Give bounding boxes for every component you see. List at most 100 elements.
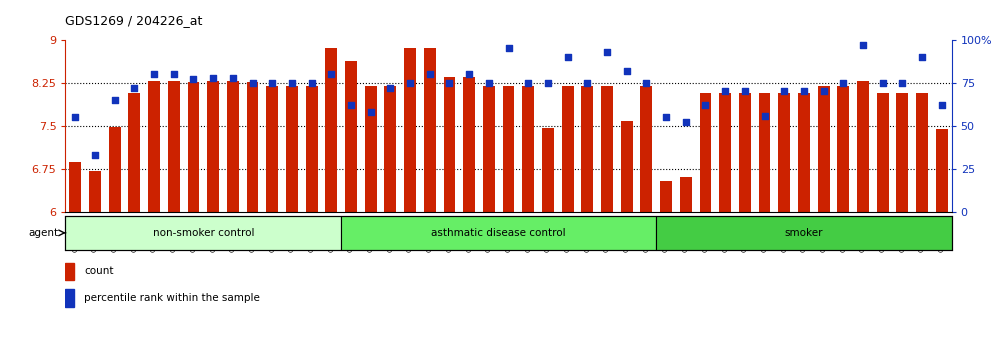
Bar [523, 86, 534, 212]
Point [796, 89, 812, 94]
Bar [404, 48, 416, 212]
Point [402, 80, 418, 86]
Point [618, 68, 634, 73]
Bar [65, 289, 75, 307]
Bar [657, 216, 952, 250]
Point [756, 113, 772, 118]
Bar [719, 93, 731, 212]
Bar [341, 216, 657, 250]
Point [107, 97, 123, 103]
Point [914, 54, 930, 60]
Point [303, 80, 319, 86]
Bar [661, 180, 672, 212]
Point [87, 152, 103, 158]
Point [835, 80, 851, 86]
Point [225, 75, 241, 80]
Text: asthmatic disease control: asthmatic disease control [431, 228, 566, 238]
Point [894, 80, 910, 86]
Text: non-smoker control: non-smoker control [152, 228, 254, 238]
Bar [168, 81, 179, 212]
Bar [739, 93, 751, 212]
Point [678, 120, 694, 125]
Point [521, 80, 537, 86]
Bar [838, 86, 849, 212]
Point [855, 42, 871, 48]
Bar [325, 48, 337, 212]
Point [461, 71, 477, 77]
Bar [562, 86, 574, 212]
Bar [818, 86, 830, 212]
Point [776, 89, 793, 94]
Bar [443, 77, 455, 212]
Point [146, 71, 162, 77]
Point [599, 49, 615, 55]
Point [166, 71, 182, 77]
Bar [306, 86, 317, 212]
Text: count: count [85, 266, 114, 276]
Point [579, 80, 595, 86]
Bar [640, 86, 653, 212]
Point [284, 80, 300, 86]
Bar [385, 86, 397, 212]
Point [185, 77, 201, 82]
Bar [148, 81, 160, 212]
Point [205, 75, 222, 80]
Bar [680, 177, 692, 212]
Bar [700, 93, 711, 212]
Bar [896, 93, 908, 212]
Bar [601, 86, 613, 212]
Text: percentile rank within the sample: percentile rank within the sample [85, 293, 260, 303]
Point [480, 80, 496, 86]
Bar [857, 81, 869, 212]
Bar [620, 121, 632, 212]
Bar [65, 263, 75, 280]
Bar [345, 61, 356, 212]
Bar [463, 77, 475, 212]
Bar [502, 86, 515, 212]
Point [383, 85, 399, 91]
Bar [227, 81, 239, 212]
Point [264, 80, 280, 86]
Bar [286, 86, 298, 212]
Bar [247, 82, 259, 212]
Point [658, 115, 674, 120]
Point [363, 109, 379, 115]
Bar [483, 86, 494, 212]
Bar [758, 93, 770, 212]
Bar [581, 86, 593, 212]
Bar [266, 86, 278, 212]
Bar [877, 93, 888, 212]
Bar [542, 128, 554, 212]
Point [441, 80, 457, 86]
Text: agent: agent [28, 228, 58, 238]
Bar [65, 216, 341, 250]
Point [560, 54, 576, 60]
Bar [207, 81, 220, 212]
Text: GDS1269 / 204226_at: GDS1269 / 204226_at [65, 14, 202, 27]
Bar [69, 162, 82, 212]
Point [875, 80, 891, 86]
Bar [187, 82, 199, 212]
Point [126, 85, 142, 91]
Bar [89, 171, 101, 212]
Point [343, 102, 359, 108]
Bar [916, 93, 928, 212]
Point [245, 80, 261, 86]
Point [933, 102, 950, 108]
Point [737, 89, 753, 94]
Point [717, 89, 733, 94]
Bar [109, 127, 121, 212]
Point [816, 89, 832, 94]
Bar [365, 86, 377, 212]
Bar [936, 129, 948, 212]
Point [638, 80, 655, 86]
Point [540, 80, 556, 86]
Bar [778, 93, 790, 212]
Point [698, 102, 714, 108]
Point [323, 71, 339, 77]
Bar [424, 48, 436, 212]
Point [500, 46, 517, 51]
Bar [798, 93, 810, 212]
Text: smoker: smoker [784, 228, 823, 238]
Point [422, 71, 438, 77]
